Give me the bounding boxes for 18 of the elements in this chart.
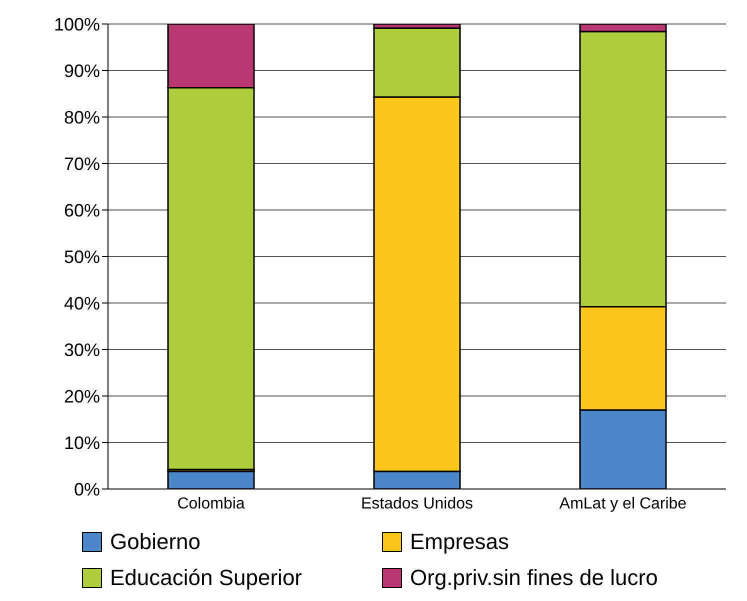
y-tick-label: 70% <box>64 154 100 174</box>
y-tick-label: 80% <box>64 107 100 128</box>
x-tick-label: AmLat y el Caribe <box>559 495 687 512</box>
y-tick-label: 100% <box>54 14 100 34</box>
y-tick-label: 40% <box>64 293 100 314</box>
y-tick-label: 10% <box>64 432 100 453</box>
y-tick-label: 0% <box>74 479 100 500</box>
y-tick-label: 60% <box>64 200 100 220</box>
y-tick-label: 90% <box>64 60 100 81</box>
legend-label: Gobierno <box>110 529 201 555</box>
x-tick-label: Estados Unidos <box>360 495 474 512</box>
y-tick-label: 20% <box>64 386 100 406</box>
legend-label: Empresas <box>410 529 510 555</box>
y-tick-label: 30% <box>64 340 100 360</box>
legend-label: Educación Superior <box>110 565 302 591</box>
x-tick-label: Colombia <box>177 495 245 512</box>
legend-label: Org.priv.sin fines de lucro <box>410 565 658 591</box>
y-tick-label: 50% <box>64 246 100 267</box>
